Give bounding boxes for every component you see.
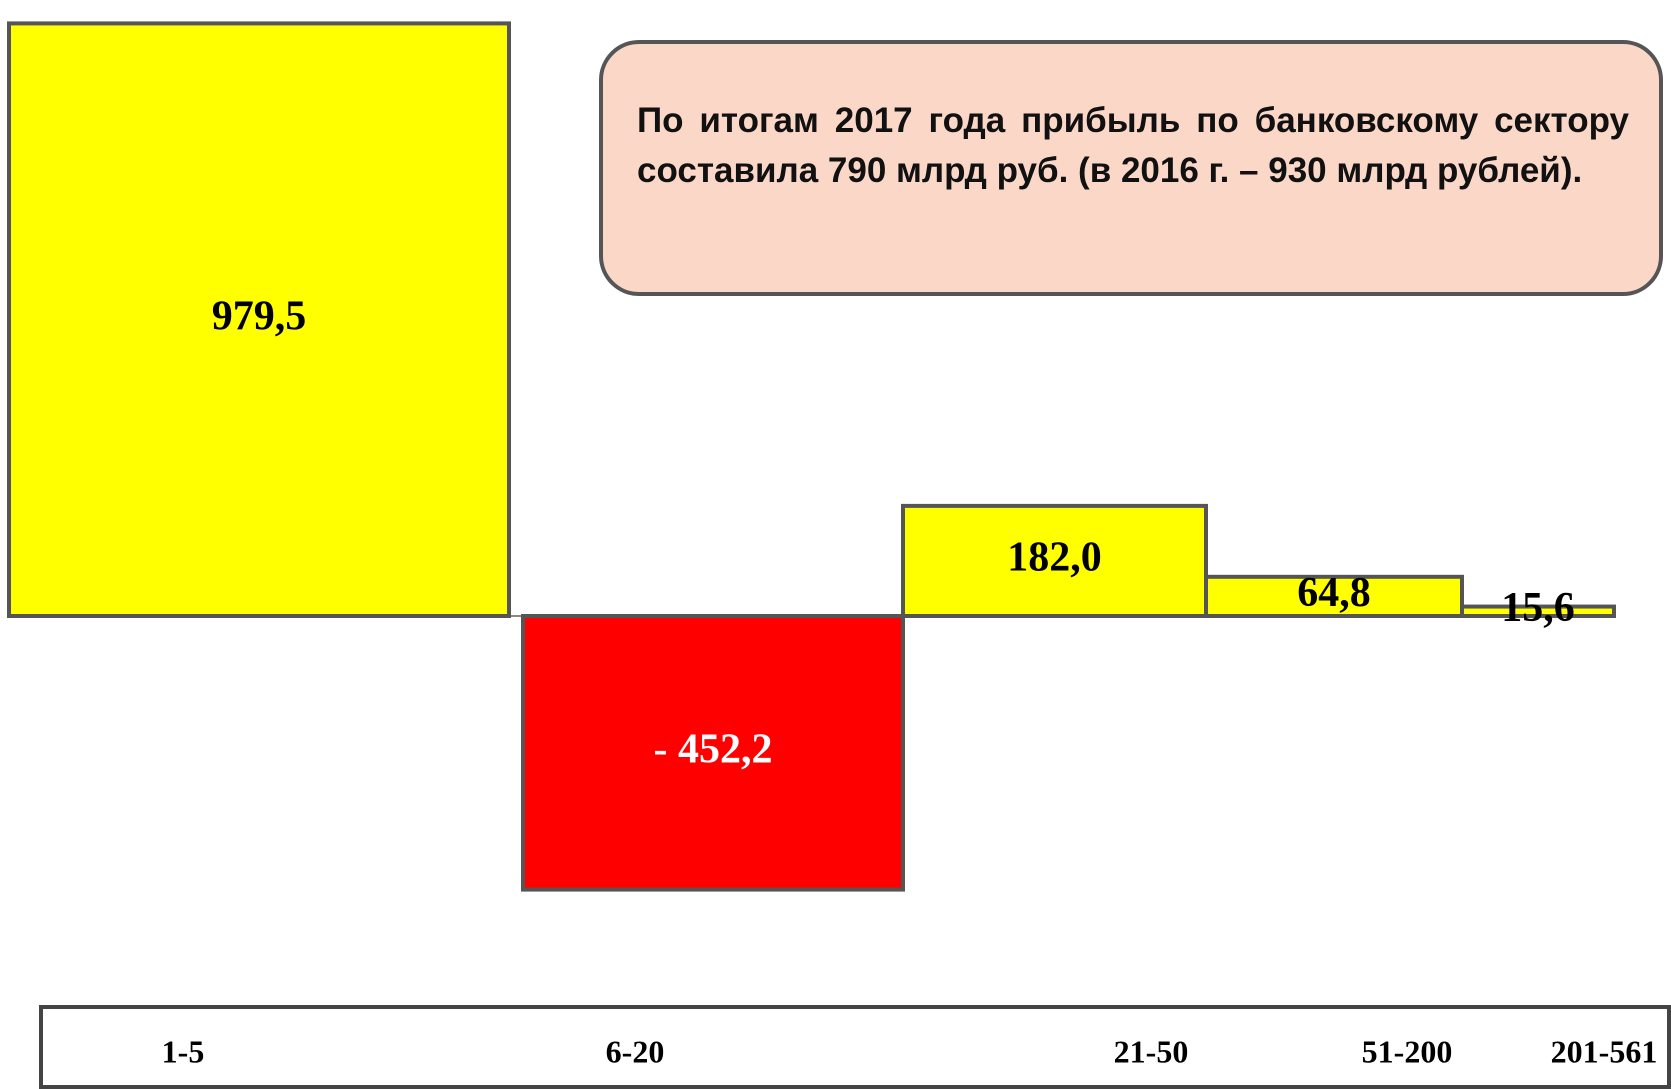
bar [7, 21, 511, 618]
x-tick-label: 6-20 [606, 1033, 665, 1069]
bar [521, 614, 905, 892]
x-tick-label: 1-5 [162, 1033, 205, 1069]
x-tick-label: 21-50 [1114, 1033, 1189, 1069]
annotation: По итогам 2017 года прибыль по банковско… [599, 40, 1663, 296]
bar [901, 503, 1208, 619]
x-tick-label: 201-561 [1551, 1033, 1658, 1069]
value-label: 182,0 [1007, 535, 1102, 581]
category-axis-box [39, 1005, 1671, 1089]
bar [1204, 574, 1464, 619]
value-label: 64,8 [1297, 570, 1371, 616]
value-label: 15,6 [1501, 585, 1575, 631]
value-label: - 452,2 [654, 726, 773, 772]
bar [1460, 604, 1616, 619]
value-label: 979,5 [212, 293, 307, 339]
x-tick-label: 51-200 [1362, 1033, 1453, 1069]
